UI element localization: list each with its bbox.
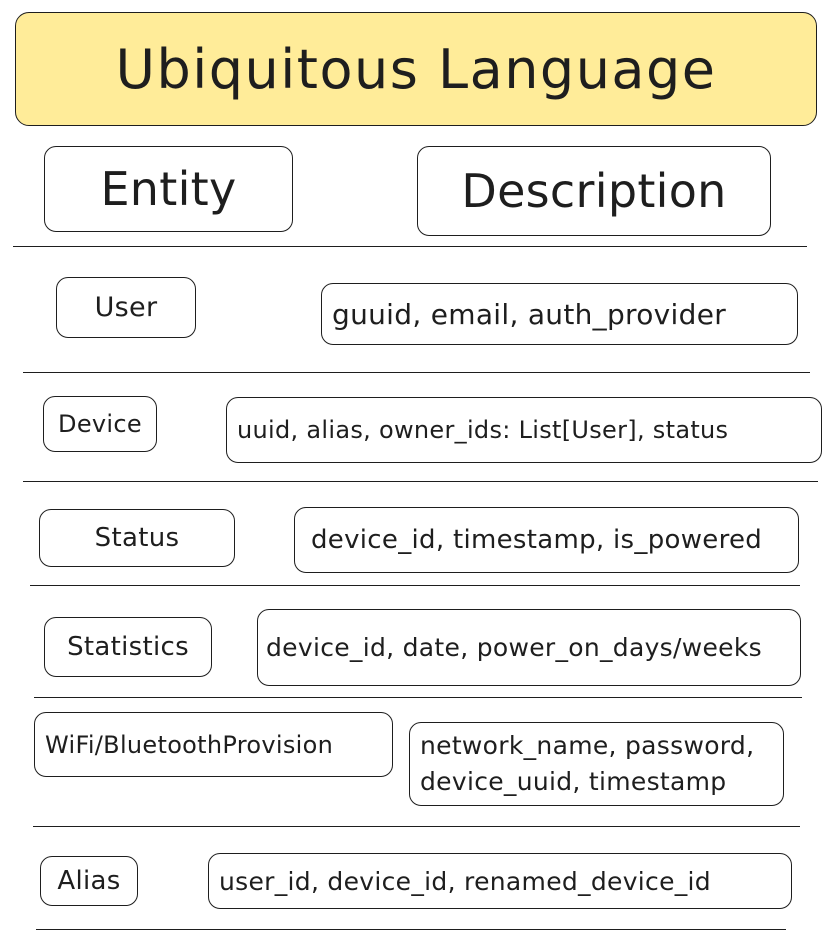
entity-label: Statistics (67, 632, 189, 662)
entity-box-statistics: Statistics (44, 617, 212, 677)
entity-label: Alias (57, 866, 121, 896)
description-box-wifi-bluetooth-provision: network_name, password, device_uuid, tim… (409, 722, 784, 806)
description-header-box: Description (417, 146, 771, 236)
separator-line (13, 246, 807, 247)
entity-box-alias: Alias (40, 856, 138, 906)
description-box-user: guuid, email, auth_provider (321, 283, 798, 345)
separator-line (34, 697, 802, 698)
description-text: device_id, timestamp, is_powered (311, 525, 763, 555)
separator-line (30, 585, 800, 586)
entity-header-box: Entity (44, 146, 293, 232)
description-box-status: device_id, timestamp, is_powered (294, 507, 799, 573)
description-box-alias: user_id, device_id, renamed_device_id (208, 853, 792, 909)
entity-label: Status (94, 523, 180, 553)
entity-box-device: Device (43, 396, 157, 452)
description-text: guuid, email, auth_provider (332, 297, 727, 331)
description-text: device_id, date, power_on_days/weeks (266, 633, 762, 662)
description-box-statistics: device_id, date, power_on_days/weeks (257, 609, 801, 686)
separator-line (23, 372, 810, 373)
description-box-device: uuid, alias, owner_ids: List[User], stat… (226, 397, 822, 463)
title-box: Ubiquitous Language (15, 12, 817, 126)
description-text: uuid, alias, owner_ids: List[User], stat… (237, 416, 729, 444)
description-text-line-1: network_name, password, (420, 731, 755, 760)
entity-box-user: User (56, 277, 196, 338)
separator-line (23, 481, 818, 482)
entity-box-wifi-bluetooth-provision: WiFi/BluetoothProvision (34, 712, 393, 777)
description-text: user_id, device_id, renamed_device_id (219, 866, 711, 896)
separator-line (36, 929, 786, 930)
entity-header-label: Entity (100, 162, 237, 216)
entity-label: Device (58, 410, 142, 438)
separator-line (33, 826, 800, 827)
entity-box-status: Status (39, 509, 235, 567)
description-header-label: Description (461, 164, 727, 218)
entity-label: User (94, 292, 158, 323)
entity-label: WiFi/BluetoothProvision (45, 730, 334, 759)
diagram-title: Ubiquitous Language (115, 37, 717, 101)
description-text-line-2: device_uuid, timestamp (420, 767, 727, 796)
